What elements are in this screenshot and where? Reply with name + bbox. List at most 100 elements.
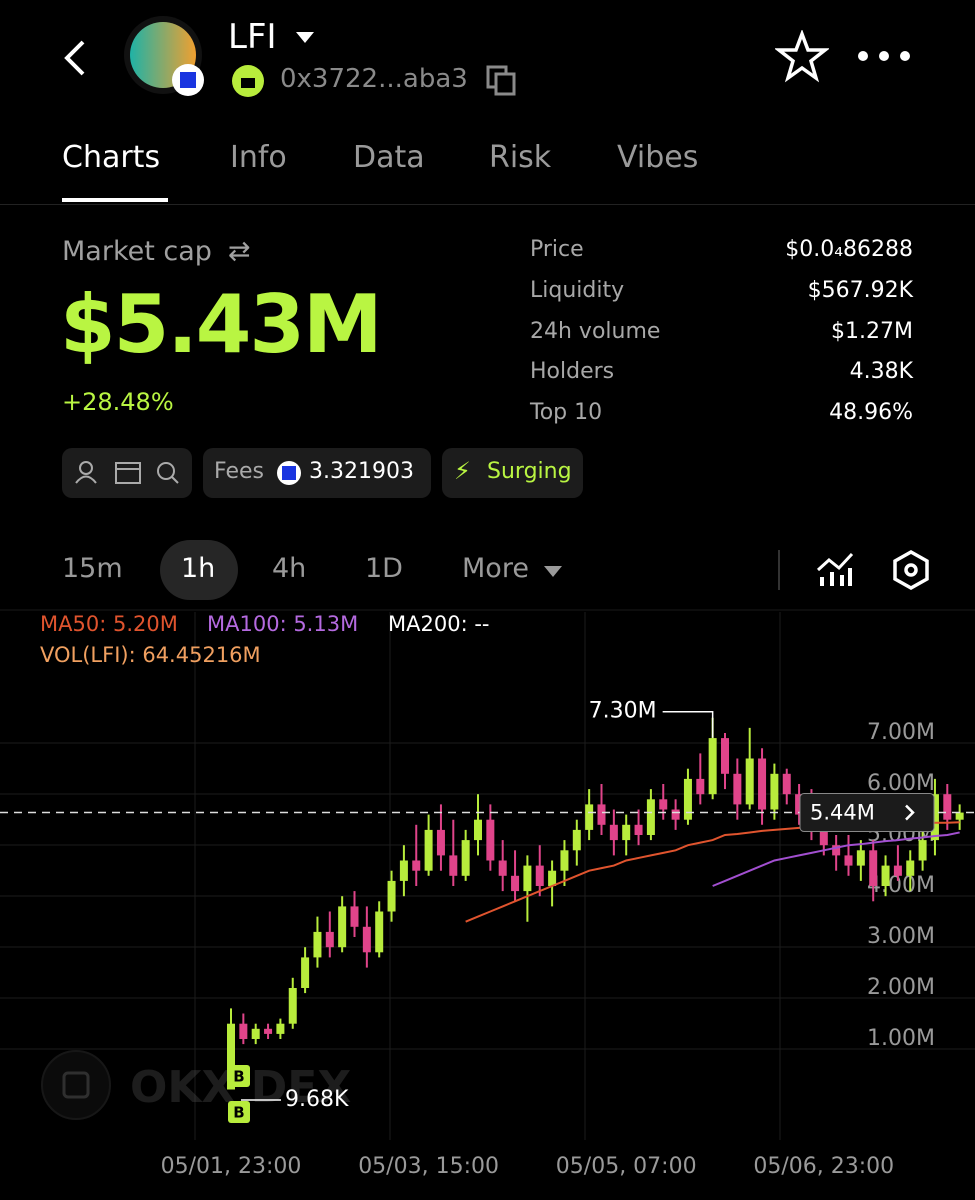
fees-badge[interactable]: Fees 3.321903 (203, 448, 431, 498)
stat-value: $567.92K (807, 278, 913, 303)
candle-body (375, 911, 384, 953)
candle-body (288, 988, 297, 1024)
low-label: 9.68K (285, 1087, 349, 1112)
tab[interactable]: Data (353, 140, 425, 175)
address[interactable]: 0x3722...aba3 (280, 64, 468, 94)
ma50-label: MA50: 5.20M (40, 612, 178, 636)
candle-body (325, 931, 334, 948)
interval[interactable]: 1D (365, 553, 403, 584)
surging-badge[interactable]: ⚡ Surging (442, 448, 583, 498)
candle-body (227, 1023, 235, 1090)
candle-body (449, 855, 458, 876)
more-dropdown-icon[interactable] (543, 565, 563, 579)
candle-body (474, 819, 482, 841)
candle-body (893, 865, 902, 876)
link-icons (75, 461, 179, 484)
candle-body (399, 860, 408, 881)
candle-body (745, 758, 754, 805)
candle-body (869, 850, 878, 886)
market-cap-value: $5.43M (60, 278, 383, 371)
candle-body (436, 829, 445, 856)
stat-value: $0.0₄86288 (785, 237, 913, 262)
candle-body (511, 875, 520, 892)
copy-icon[interactable] (485, 64, 519, 98)
market-cap-label[interactable]: Market cap (62, 236, 212, 267)
stat-label: 24h volume (530, 319, 661, 344)
y-tick-label: 7.00M (867, 720, 935, 745)
candle-body (906, 860, 915, 876)
candle-body (523, 865, 532, 892)
y-tick-label: 2.00M (867, 975, 935, 1000)
candle-body (918, 840, 927, 861)
dropdown-icon[interactable] (294, 30, 316, 44)
candle-body (424, 829, 433, 871)
settings-button[interactable] (890, 549, 932, 591)
tab[interactable]: Charts (62, 140, 161, 175)
current-price-tag (799, 793, 935, 833)
interval[interactable]: 1h (181, 553, 216, 584)
y-tick-label: 4.00M (867, 873, 935, 898)
candle-body (782, 773, 791, 795)
x-tick-label: 05/06, 23:00 (753, 1154, 894, 1179)
volume-label: VOL(LFI): 64.45216M (40, 643, 261, 667)
candle-body (338, 906, 347, 948)
ma100-line (712, 831, 960, 887)
token-name[interactable]: LFI (228, 17, 277, 57)
y-tick-label: 3.00M (867, 924, 935, 949)
high-label: 7.30M (589, 699, 657, 724)
candle-body (844, 855, 853, 866)
tab[interactable]: Risk (489, 140, 552, 175)
stat-label: Liquidity (530, 278, 625, 303)
interval[interactable]: 15m (62, 553, 123, 584)
candle-body (313, 931, 322, 958)
candle-body (795, 794, 804, 815)
candle-body (708, 738, 717, 795)
candle-body (301, 957, 310, 988)
candle-body (683, 778, 692, 820)
candle-body (362, 926, 371, 953)
candle-body (486, 819, 495, 861)
candle-body (733, 773, 742, 805)
candle-body (819, 829, 828, 846)
candle-body (671, 809, 680, 820)
chevron (905, 804, 915, 821)
buy-marker (228, 1101, 250, 1123)
fees-value: 3.321903 (309, 459, 414, 484)
candle-body (770, 773, 779, 810)
star-button[interactable] (775, 30, 829, 84)
stat-label: Top 10 (530, 400, 603, 425)
tab[interactable]: Info (230, 140, 287, 175)
candle-body (412, 860, 421, 871)
indicator-button[interactable] (815, 550, 855, 588)
current-price-label: 5.44M (810, 801, 875, 825)
verified-icon (232, 65, 264, 97)
interval[interactable]: 4h (272, 553, 307, 584)
candle-body (548, 870, 557, 886)
divider (0, 204, 975, 205)
candle-body (461, 840, 470, 876)
tab[interactable]: Vibes (617, 140, 699, 175)
interval[interactable]: More (462, 553, 529, 584)
stat-value: 48.96% (829, 400, 913, 425)
candle-body (572, 829, 581, 851)
interval-selected-bg (160, 540, 238, 600)
buy-marker-text: B (233, 1068, 244, 1086)
candle-body (498, 860, 507, 876)
more-button[interactable] (855, 48, 915, 64)
back-button[interactable] (55, 38, 95, 78)
stat-value: 4.38K (849, 359, 913, 384)
candle-body (560, 850, 569, 871)
candle-body (276, 1023, 285, 1034)
y-tick-label: 1.00M (867, 1026, 935, 1051)
candle-body (239, 1023, 248, 1039)
candle-body (646, 799, 655, 835)
x-tick-label: 05/01, 23:00 (161, 1154, 302, 1179)
candle-body (609, 824, 618, 841)
candle-body (955, 812, 964, 820)
social-links[interactable] (62, 448, 192, 498)
token-avatar (124, 16, 204, 96)
stat-label: Price (530, 237, 584, 262)
swap-icon[interactable]: ⇄ (228, 236, 251, 267)
divider (778, 550, 780, 590)
